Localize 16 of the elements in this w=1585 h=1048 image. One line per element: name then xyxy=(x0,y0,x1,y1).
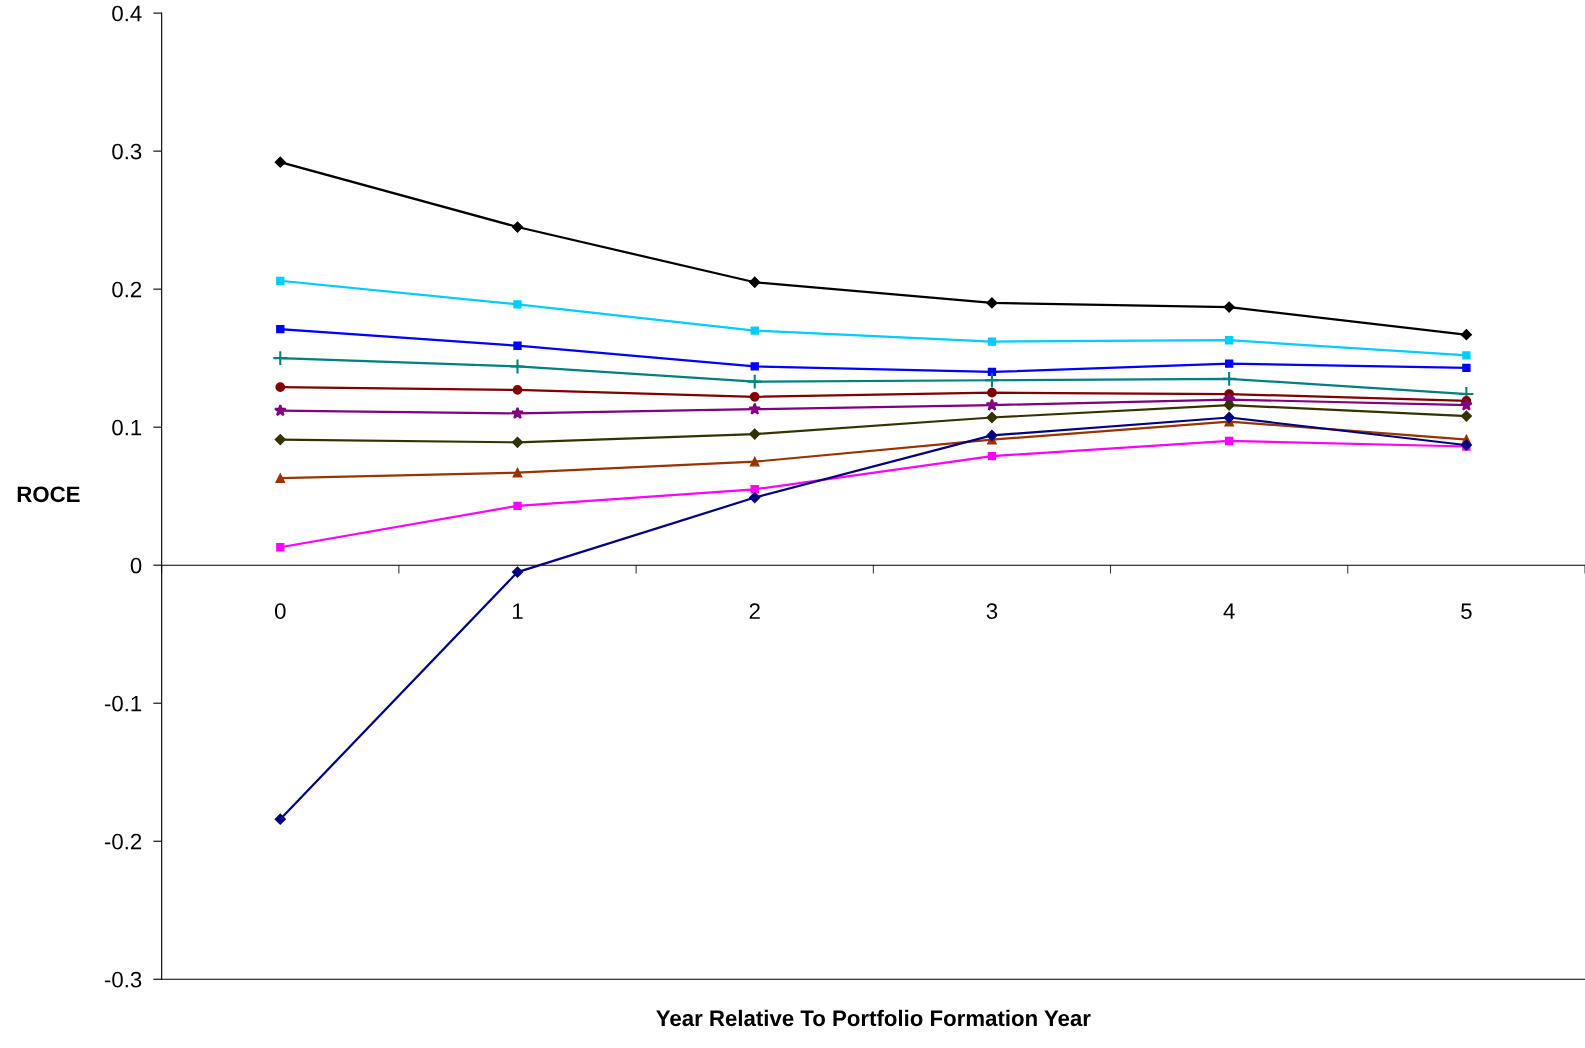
y-tick-label: -0.2 xyxy=(104,833,142,850)
y-axis-title: ROCE xyxy=(17,486,80,503)
y-tick-label: 0 xyxy=(130,557,142,574)
y-tick-label: -0.1 xyxy=(104,695,142,712)
y-tick-label: 0.4 xyxy=(112,5,142,22)
x-tick-label: 0 xyxy=(274,603,286,620)
y-tick-label: 0.3 xyxy=(112,143,142,160)
y-tick-label: 0.1 xyxy=(112,419,142,436)
x-tick-label: 5 xyxy=(1461,603,1472,620)
y-tick-label: 0.2 xyxy=(112,281,142,298)
x-tick-label: 2 xyxy=(749,603,760,619)
x-axis-title: Year Relative To Portfolio Formation Year xyxy=(656,1009,1091,1027)
x-tick-label: 1 xyxy=(513,603,523,619)
y-tick-label: -0.3 xyxy=(104,971,142,988)
x-tick-label: 3 xyxy=(986,603,998,620)
x-tick-label: 4 xyxy=(1223,603,1235,619)
